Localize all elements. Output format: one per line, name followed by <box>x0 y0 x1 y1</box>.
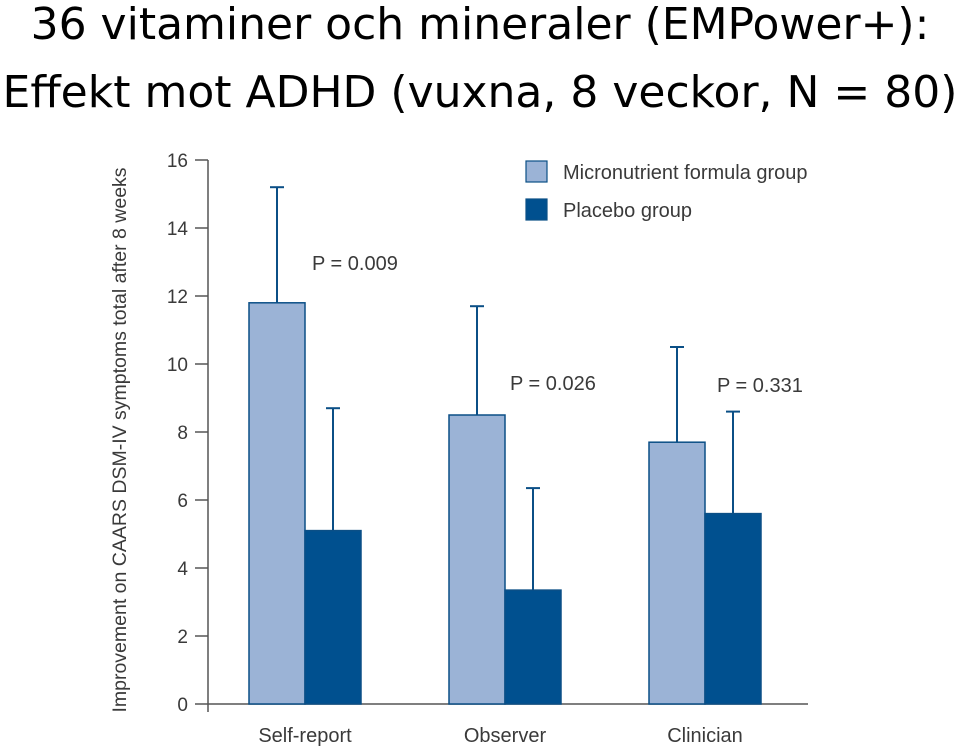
y-axis-label: Improvement on CAARS DSM-IV symptoms tot… <box>109 167 131 712</box>
annotations: P = 0.009 P = 0.026 P = 0.331 <box>312 253 803 397</box>
bar <box>504 589 562 705</box>
y-axis: 0 2 4 6 8 10 12 14 16 Improvement on CAARS DSM-IV… <box>109 151 209 716</box>
y-tick-label: 14 <box>167 219 189 240</box>
bar <box>248 302 306 705</box>
y-tick-label: 12 <box>167 287 188 308</box>
legend-label: Placebo group <box>563 200 692 222</box>
legend-label: Micronutrient formula group <box>563 162 808 184</box>
y-tick-label: 6 <box>177 491 188 512</box>
legend-swatch <box>525 160 548 183</box>
x-category-label: Clinician <box>667 725 743 747</box>
y-tick-label: 4 <box>177 559 188 580</box>
chart-title-line-1: 36 vitaminer och mineraler (EMPower+): <box>30 0 930 50</box>
p-value-label: P = 0.331 <box>717 375 803 397</box>
legend: Micronutrient formula group Placebo group <box>525 160 808 222</box>
y-tick-label: 2 <box>177 627 188 648</box>
bar <box>304 529 362 705</box>
p-value-label: P = 0.009 <box>312 253 398 275</box>
bar <box>448 414 506 705</box>
bars <box>248 186 762 705</box>
p-value-label: P = 0.026 <box>510 373 596 395</box>
y-tick-label: 10 <box>167 355 188 376</box>
x-category-label: Observer <box>464 725 547 747</box>
legend-swatch <box>525 198 548 221</box>
x-category-label: Self-report <box>258 725 352 747</box>
bar <box>648 441 706 705</box>
y-tick-label: 8 <box>177 423 188 444</box>
x-axis: Self-report Observer Clinician <box>208 703 808 747</box>
y-tick-label: 16 <box>167 151 188 172</box>
y-tick-label: 0 <box>177 695 188 716</box>
bar <box>704 512 762 705</box>
chart-title-line-2: Effekt mot ADHD (vuxna, 8 veckor, N = 80… <box>2 67 958 118</box>
